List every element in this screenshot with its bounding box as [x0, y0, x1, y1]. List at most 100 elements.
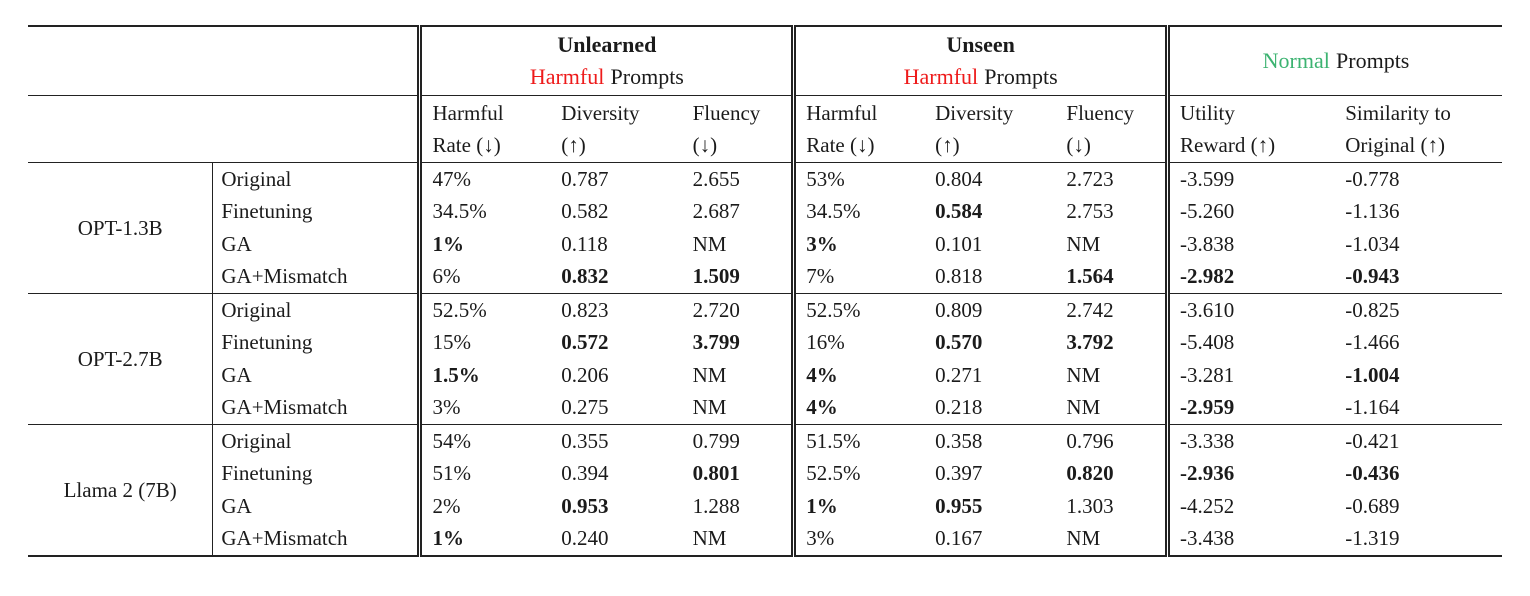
value-cell: -1.466: [1345, 330, 1400, 355]
table-body: OPT-1.3B Original 47% 0.787 2.655 53% 0.804 2.7…: [28, 162, 1502, 556]
value-cell: 2.720: [682, 293, 794, 327]
value-cell: 0.167: [935, 526, 983, 551]
table-row: GA 1% 0.118 NM 3% 0.101 NM -3.838 -1.034: [28, 228, 1502, 261]
value-cell: 0.823: [551, 293, 683, 327]
group-header-unseen: Unseen Harmful Prompts: [791, 26, 1168, 96]
group-subtitle: Normal Prompts: [1262, 48, 1410, 73]
value-cell: 16%: [791, 326, 926, 359]
value-cell: 3.799: [692, 330, 740, 355]
value-cell: 0.240: [561, 526, 609, 551]
value-cell: 2.655: [692, 166, 740, 191]
method-label: Original: [212, 293, 420, 327]
col-header-fluency-unlearned: Fluency (↓): [682, 95, 794, 163]
value-cell: 3%: [791, 228, 926, 261]
value-cell: 4%: [791, 391, 926, 425]
value-cell: 0.801: [692, 461, 740, 486]
table-row: Llama 2 (7B) Original 54% 0.355 0.799 51.5% 0.…: [28, 424, 1502, 556]
value-cell: NM: [692, 362, 727, 387]
results-table: Unlearned Harmful Prompts Unseen Harmful P…: [28, 25, 1502, 557]
table-row: Finetuning 34.5% 0.582 2.687 34.5% 0.584 2.753…: [28, 195, 1502, 228]
value-cell: 0.358: [925, 424, 1057, 458]
value-cell: -3.599: [1165, 162, 1336, 196]
value-cell: -2.959: [1165, 391, 1336, 425]
value-cell: -1.136: [1345, 199, 1400, 224]
value-cell: 1.509: [692, 264, 740, 289]
table-row: Finetuning 51% 0.394 0.801 52.5% 0.397 0.820 -2…: [28, 457, 1502, 490]
value-cell: 0.101: [935, 231, 983, 256]
value-cell: 52.5%: [791, 293, 926, 327]
method-label: Original: [221, 166, 292, 191]
group-subtitle: Harmful Prompts: [903, 64, 1058, 89]
accent-word: Harmful: [903, 64, 979, 89]
value-cell: 1.288: [692, 493, 740, 518]
table-row: GA 1.5% 0.206 NM 4% 0.271 NM -3.281 -1.004: [28, 359, 1502, 392]
value-cell: 0.799: [682, 424, 794, 458]
value-cell: 0.397: [935, 461, 983, 486]
subheader-row: Harmful Rate (↓) Diversity (↑) Fluency (↓) …: [28, 95, 1502, 163]
value-cell: 1%: [791, 490, 926, 523]
model-label: OPT-1.3B: [28, 162, 214, 294]
model-label: Llama 2 (7B): [28, 424, 214, 556]
value-cell: 0.206: [561, 362, 609, 387]
value-cell: 1%: [417, 228, 552, 261]
value-cell: 51%: [417, 457, 552, 490]
value-cell: -2.936: [1165, 457, 1336, 490]
group-title: Unseen: [946, 32, 1015, 57]
value-cell: NM: [692, 526, 727, 551]
method-label: GA+Mismatch: [221, 264, 348, 289]
value-cell: -2.982: [1165, 260, 1336, 294]
value-cell: 0.809: [925, 293, 1057, 327]
value-cell: 0.582: [561, 199, 609, 224]
value-cell: -0.778: [1345, 166, 1400, 191]
col-header-harmful-rate-unseen: Harmful Rate (↓): [791, 95, 926, 163]
method-label: GA+Mismatch: [221, 526, 348, 551]
value-cell: -4.252: [1165, 490, 1336, 523]
table-row: Finetuning 15% 0.572 3.799 16% 0.570 3.792 -5.4…: [28, 326, 1502, 359]
value-cell: 0.394: [561, 461, 609, 486]
value-cell: 0.355: [551, 424, 683, 458]
value-cell: 3%: [791, 522, 926, 556]
value-cell: -1.164: [1345, 395, 1400, 420]
col-header-similarity-original: Similarity to Original (↑): [1335, 95, 1502, 163]
col-header-diversity-unlearned: Diversity (↑): [551, 95, 683, 163]
value-cell: -5.260: [1165, 195, 1336, 228]
value-cell: 52.5%: [791, 457, 926, 490]
value-cell: 0.953: [561, 493, 609, 518]
corner-cell: [28, 26, 420, 96]
value-cell: NM: [692, 395, 727, 420]
value-cell: 3.792: [1066, 330, 1114, 355]
col-header-diversity-unseen: Diversity (↑): [925, 95, 1057, 163]
value-cell: 0.820: [1066, 461, 1114, 486]
col-header-utility-reward: Utility Reward (↑): [1165, 95, 1336, 163]
value-cell: -3.281: [1165, 359, 1336, 392]
value-cell: NM: [692, 231, 727, 256]
value-cell: NM: [1066, 362, 1101, 387]
value-cell: -0.943: [1345, 264, 1400, 289]
method-label: Finetuning: [221, 330, 313, 355]
value-cell: 34.5%: [791, 195, 926, 228]
value-cell: -0.825: [1335, 293, 1502, 327]
value-cell: 0.271: [935, 362, 983, 387]
table-row: OPT-2.7B Original 52.5% 0.823 2.720 52.5% 0.80…: [28, 293, 1502, 425]
value-cell: 2.742: [1056, 293, 1168, 327]
value-cell: 15%: [417, 326, 552, 359]
value-cell: 34.5%: [417, 195, 552, 228]
table-row: GA+Mismatch 1% 0.240 NM 3% 0.167 NM -3.438 -1.31…: [28, 522, 1502, 556]
value-cell: 0.804: [935, 166, 983, 191]
value-cell: 3%: [417, 391, 552, 425]
table-row: OPT-1.3B Original 47% 0.787 2.655 53% 0.804 2.7…: [28, 162, 1502, 294]
col-header-fluency-unseen: Fluency (↓): [1056, 95, 1168, 163]
value-cell: 0.118: [561, 231, 608, 256]
group-header-normal: Normal Prompts: [1165, 26, 1502, 96]
method-label: GA+Mismatch: [221, 395, 348, 420]
value-cell: 47%: [417, 162, 552, 196]
value-cell: 0.584: [935, 199, 983, 224]
value-cell: -3.338: [1165, 424, 1336, 458]
value-cell: 51.5%: [791, 424, 926, 458]
method-label: GA: [221, 362, 252, 387]
value-cell: 1%: [417, 522, 552, 556]
method-label: Original: [212, 424, 420, 458]
value-cell: 0.955: [935, 493, 983, 518]
value-cell: 2%: [417, 490, 552, 523]
value-cell: 2.723: [1066, 166, 1114, 191]
